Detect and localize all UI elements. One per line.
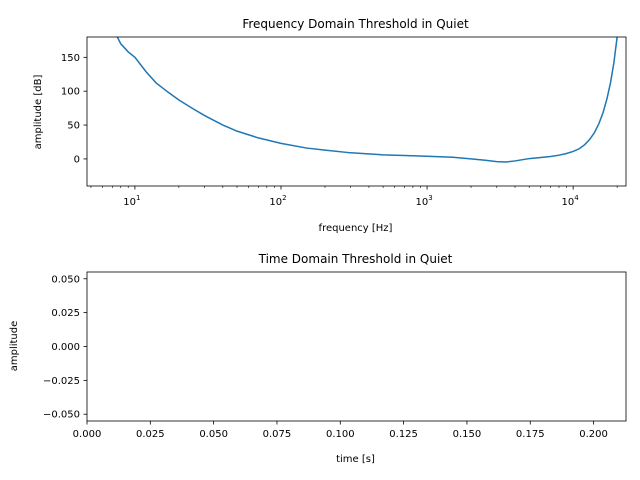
y-tick-label: 150 [61, 53, 80, 64]
x-tick-label: 0.075 [263, 429, 292, 440]
x-tick-label: 103 [415, 194, 432, 208]
time-y-axis-label: amplitude [9, 321, 20, 372]
frequency-plot-area [116, 37, 618, 163]
x-tick-label: 0.050 [199, 429, 228, 440]
x-tick-exponent: 1 [136, 194, 140, 202]
time-chart-title: Time Domain Threshold in Quiet [258, 252, 453, 266]
y-tick-label: 0.025 [51, 308, 80, 319]
y-tick-label: 50 [67, 121, 80, 132]
time-plot-frame [86, 271, 627, 422]
y-tick-label: 0.000 [51, 342, 80, 353]
time-x-axis-label: time [s] [336, 454, 375, 465]
x-tick-label: 0.200 [579, 429, 608, 440]
x-tick-base: 10 [415, 197, 428, 208]
frequency-chart: Frequency Domain Threshold in Quiet freq… [33, 17, 627, 234]
time-chart: Time Domain Threshold in Quiet time [s] … [9, 252, 627, 465]
x-tick-label: 0.000 [73, 429, 102, 440]
x-tick-base: 10 [269, 197, 282, 208]
frequency-y-axis-label: amplitude [dB] [33, 75, 44, 150]
x-tick-label: 0.175 [516, 429, 545, 440]
x-tick-label: 102 [269, 194, 286, 208]
y-tick-label: −0.050 [43, 410, 80, 421]
frequency-x-axis-label: frequency [Hz] [319, 223, 393, 234]
y-tick-label: 0 [74, 154, 80, 165]
y-tick-label: 0.050 [51, 274, 80, 285]
x-tick-label: 101 [123, 194, 140, 208]
y-tick-label: 100 [61, 87, 80, 98]
y-tick-label: −0.025 [43, 376, 80, 387]
x-tick-label: 104 [562, 194, 580, 208]
time-axis-ticks: 0.000 0.025 0.050 0.075 0.100 0.125 0.150 0.175… [43, 274, 608, 440]
x-tick-exponent: 3 [428, 194, 432, 202]
frequency-plot-frame [86, 36, 627, 187]
frequency-chart-title: Frequency Domain Threshold in Quiet [242, 17, 469, 31]
x-tick-label: 0.125 [389, 429, 418, 440]
x-tick-label: 0.025 [136, 429, 165, 440]
x-tick-base: 10 [562, 197, 575, 208]
x-tick-exponent: 2 [282, 194, 286, 202]
x-tick-label: 0.100 [326, 429, 355, 440]
x-tick-exponent: 4 [574, 194, 579, 202]
x-tick-base: 10 [123, 197, 136, 208]
threshold-curve [116, 37, 618, 163]
x-tick-label: 0.150 [453, 429, 482, 440]
